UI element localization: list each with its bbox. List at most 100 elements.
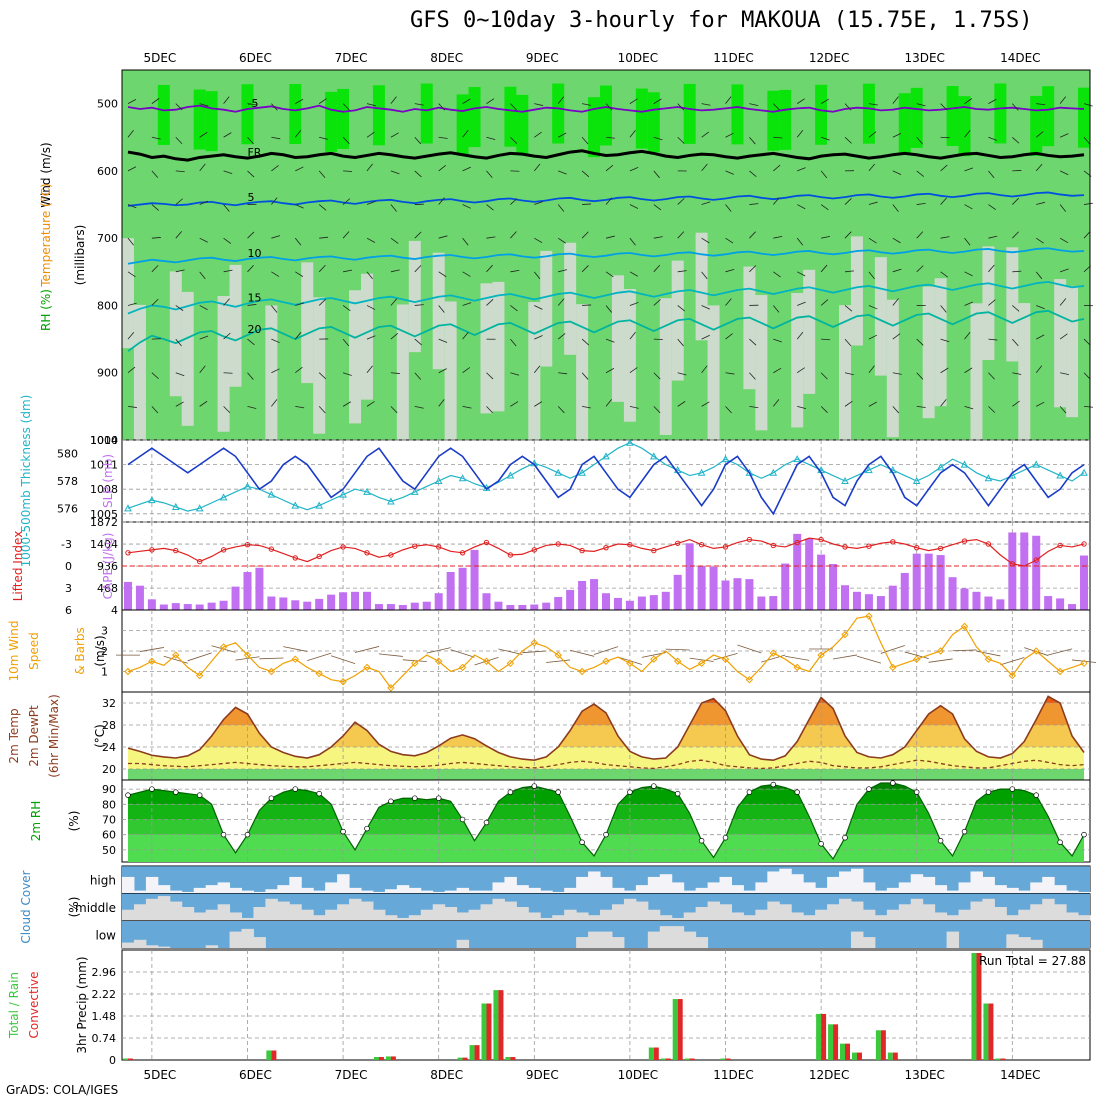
- rh-marker: [961, 828, 968, 835]
- temp-units-label: (°C): [93, 724, 107, 748]
- wind-barb: [438, 197, 445, 205]
- cloud-high-bar: [217, 882, 231, 894]
- wind-barb: [868, 334, 878, 340]
- cape-bar: [793, 533, 802, 610]
- wind-barb: [916, 103, 926, 107]
- precip-total-bar: [481, 1003, 487, 1060]
- wind-barb: [414, 304, 424, 306]
- cloud-high-bar: [827, 876, 840, 894]
- rh-moist-patch: [1042, 86, 1055, 147]
- rh-dry-patch: [982, 246, 995, 361]
- rh-dry-patch: [181, 291, 194, 426]
- wind-barb: [1059, 96, 1067, 104]
- wind-barb: [773, 367, 782, 374]
- wind-barb: [390, 132, 399, 138]
- wind-barb: [1083, 338, 1091, 346]
- wind-speed-marker: [148, 657, 156, 665]
- wind-barb: [342, 305, 351, 312]
- wind-barb-10m: [761, 654, 786, 663]
- cloud-middle-bar: [229, 912, 243, 921]
- cape-bar: [829, 564, 838, 610]
- wind-barb: [868, 365, 875, 373]
- wind-barb: [390, 96, 397, 104]
- cloud-high-bar: [325, 882, 338, 894]
- cloud-middle-bar: [719, 904, 732, 921]
- precip-convective-bar: [127, 1058, 133, 1060]
- cape-bar: [327, 594, 336, 610]
- wind-barb: [1059, 333, 1068, 340]
- wind-barb: [223, 132, 232, 138]
- wind-tick-label: 3: [101, 625, 108, 638]
- wind-barb: [1083, 405, 1094, 408]
- wind-barb: [127, 166, 137, 172]
- li-marker: [698, 542, 705, 548]
- wind-barb: [271, 305, 278, 313]
- wind-label: Wind (m/s): [39, 142, 53, 207]
- pressure-tick-label: 700: [97, 232, 118, 245]
- rh-marker: [531, 783, 538, 789]
- precip-total-label: Total / Rain: [7, 972, 21, 1039]
- wind-barb: [940, 103, 948, 111]
- wind-speed-marker: [482, 657, 491, 665]
- wind-barb: [749, 170, 757, 178]
- wind-barb-10m: [952, 649, 977, 652]
- wind-barb: [677, 198, 685, 205]
- thickness-axis-label: 1000-500mb Thickness (dm): [19, 395, 33, 568]
- wind-speed-marker: [195, 671, 204, 680]
- thickness-marker: [195, 504, 204, 512]
- wind-barb: [175, 269, 185, 273]
- cape-bar: [542, 602, 551, 610]
- precip-total-bar: [875, 1030, 881, 1060]
- wind-barb: [701, 271, 708, 280]
- wind-barb: [940, 164, 948, 172]
- wind-barb: [223, 96, 230, 104]
- rh-dry-patch: [528, 302, 541, 441]
- wind-barb: [533, 163, 541, 172]
- thickness-marker: [578, 468, 586, 476]
- cloud-middle-bar: [862, 909, 876, 921]
- wind-barb: [199, 271, 206, 280]
- wind-barb: [797, 271, 806, 277]
- pressure-tick-label: 600: [97, 165, 118, 178]
- precip-convective-bar: [845, 1043, 851, 1060]
- cloud-high-bar: [994, 885, 1007, 894]
- wind-barb: [1036, 401, 1045, 407]
- wind-barb: [390, 204, 397, 212]
- thickness-marker: [769, 468, 778, 476]
- wind-barb: [725, 96, 732, 104]
- wind-speed-marker: [1056, 667, 1064, 676]
- wind-speed-marker: [984, 655, 993, 663]
- wind-barb: [127, 331, 135, 340]
- wind-barb: [342, 401, 352, 407]
- cloud-high-bar: [157, 885, 171, 894]
- wind-barb: [797, 167, 806, 172]
- rh-dry-patch: [755, 295, 768, 431]
- slp-panel-frame: [121, 439, 1091, 523]
- wind-barb: [964, 367, 973, 374]
- cloud-middle-bar: [480, 904, 493, 921]
- cape-bar: [972, 591, 981, 610]
- cloud-row-label: high: [90, 874, 116, 888]
- li-marker: [1081, 541, 1087, 547]
- wind10m-label: 10m Wind: [7, 621, 21, 682]
- cloud-middle-bar: [384, 915, 398, 921]
- wind-barb: [438, 235, 448, 239]
- wind-barb: [796, 237, 804, 246]
- wind-barb: [366, 401, 375, 407]
- cloud-high-bar: [456, 887, 470, 894]
- rh-marker: [268, 795, 275, 801]
- temp-tick-label: 24: [102, 741, 116, 754]
- cloud-middle-bar: [468, 909, 482, 921]
- cloud-high-bar: [396, 885, 410, 894]
- wind-barb: [366, 103, 376, 107]
- cape-bar: [374, 604, 383, 610]
- temp-tick-label: 20: [102, 763, 116, 776]
- cape-bar: [303, 601, 312, 610]
- cloud-middle-bar: [588, 915, 601, 921]
- wind-barb: [725, 333, 733, 340]
- wind-barb: [486, 299, 494, 306]
- wind-barb: [653, 170, 660, 179]
- li-marker: [412, 543, 418, 549]
- wind-barb: [294, 237, 302, 246]
- rh-moist-patch: [958, 96, 971, 157]
